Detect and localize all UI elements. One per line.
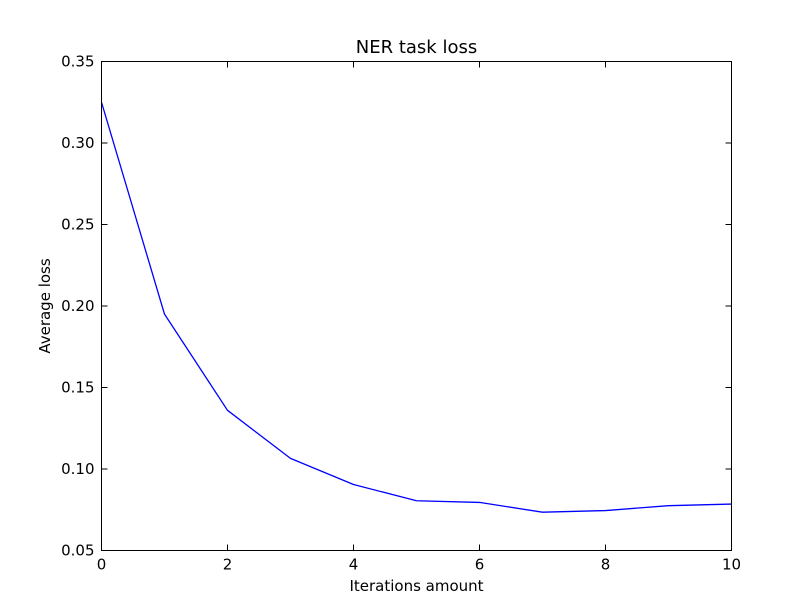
y-tick-label: 0.30 [61,134,94,152]
plot-background [101,61,732,551]
y-axis-label: Average loss [36,258,54,354]
x-tick-label: 0 [97,556,107,574]
tick-layer: 0 2 4 6 8 10 0.05 0.10 0.15 0.20 0.25 0.30 0.35 [61,53,741,574]
y-tick-label: 0.15 [61,379,94,397]
y-tick-label: 0.35 [61,53,94,71]
x-tick-label: 6 [475,556,485,574]
y-tick-label: 0.20 [61,297,94,315]
y-tick-label: 0.05 [61,542,94,560]
series-line [100,102,732,513]
x-tick-label: 10 [722,556,741,574]
x-tick-label: 4 [349,556,359,574]
x-tick-label: 8 [601,556,611,574]
plot-frame [101,61,732,551]
chart-title: NER task loss [356,37,477,58]
x-tick-label: 2 [223,556,233,574]
y-tick-label: 0.10 [61,460,94,478]
x-axis-label: Iterations amount [349,577,483,595]
series-layer [100,102,732,513]
y-tick-label: 0.25 [61,216,94,234]
